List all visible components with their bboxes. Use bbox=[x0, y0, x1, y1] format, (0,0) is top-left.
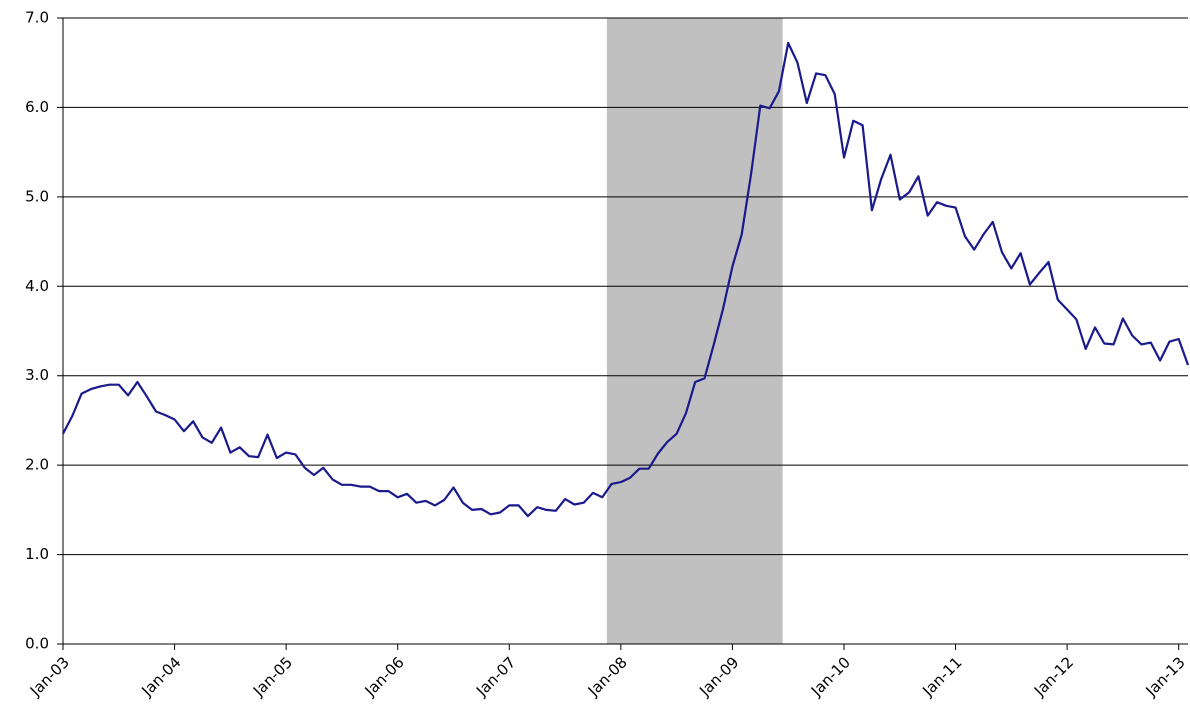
x-tick-label: Jan-04 bbox=[137, 653, 184, 700]
x-tick-label: Jan-03 bbox=[26, 653, 73, 700]
x-tick-label: Jan-10 bbox=[807, 653, 854, 700]
x-tick-label: Jan-11 bbox=[918, 653, 965, 700]
y-tick-label: 3.0 bbox=[25, 366, 49, 384]
x-tick-label: Jan-12 bbox=[1030, 653, 1077, 700]
shaded-period bbox=[606, 18, 783, 644]
x-tick-label: Jan-13 bbox=[1142, 653, 1189, 700]
y-tick-label: 0.0 bbox=[25, 635, 49, 653]
x-tick-label: Jan-09 bbox=[695, 653, 742, 700]
data-line bbox=[62, 41, 1190, 518]
y-tick-label: 1.0 bbox=[25, 545, 49, 563]
x-tick-label: Jan-08 bbox=[584, 653, 631, 700]
x-tick-label: Jan-07 bbox=[472, 653, 519, 700]
y-tick-label: 5.0 bbox=[25, 187, 49, 205]
y-tick-label: 6.0 bbox=[25, 98, 49, 116]
x-tick-label: Jan-05 bbox=[249, 653, 296, 700]
y-tick-label: 7.0 bbox=[25, 9, 49, 27]
y-tick-label: 2.0 bbox=[25, 456, 49, 474]
x-tick-label: Jan-06 bbox=[361, 653, 408, 700]
y-tick-label: 4.0 bbox=[25, 277, 49, 295]
